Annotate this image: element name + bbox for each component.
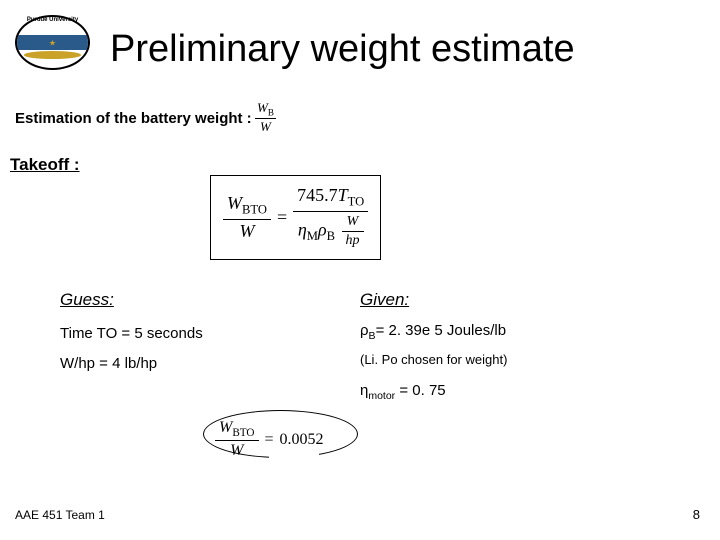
guess-whp: W/hp = 4 lb/hp: [60, 355, 157, 372]
given-eta: ηmotor = 0. 75: [360, 382, 446, 402]
slide-number: 8: [693, 507, 700, 522]
guess-time: Time TO = 5 seconds: [60, 325, 203, 342]
given-lipo: (Li. Po chosen for weight): [360, 352, 507, 367]
guess-heading: Guess:: [60, 290, 114, 310]
given-heading: Given:: [360, 290, 409, 310]
result-equation: WBTO W = 0.0052: [215, 418, 324, 461]
slide-title: Preliminary weight estimate: [110, 28, 575, 71]
footer-team: AAE 451 Team 1: [15, 508, 105, 522]
main-equation: WBTO W = 745.7TTO ηMρB W hp: [210, 175, 381, 260]
given-rho: ρB= 2. 39e 5 Joules/lb: [360, 322, 506, 342]
takeoff-label: Takeoff :: [10, 155, 80, 175]
purdue-logo: ★ Purdue University: [15, 15, 90, 70]
mini-fraction: WB W: [255, 100, 276, 135]
subtitle-text: Estimation of the battery weight :: [15, 110, 252, 127]
